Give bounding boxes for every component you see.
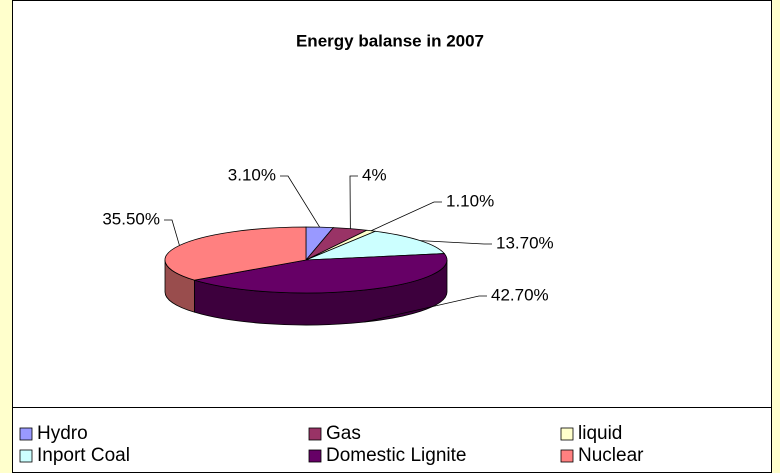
data-label: 35.50% [102, 209, 160, 228]
legend-swatch [308, 427, 322, 441]
slice [305, 230, 446, 261]
leader-line [349, 175, 358, 229]
leader-line [280, 175, 321, 228]
legend-swatch [19, 449, 33, 463]
legend-label: Domestic Lignite [326, 445, 466, 466]
leader-line [420, 240, 492, 245]
data-label: 1.10% [446, 191, 494, 210]
legend-swatch [308, 449, 322, 463]
legend-swatch [19, 427, 33, 441]
legend-label: Gas [326, 423, 361, 444]
legend-label: Inport Coal [37, 445, 130, 466]
data-label: 4% [362, 165, 387, 184]
plot-area [12, 0, 772, 408]
legend-label: Nuclear [578, 445, 644, 466]
legend-label: Hydro [37, 423, 88, 444]
leader-line [370, 201, 442, 232]
chart-title: Energy balanse in 2007 [296, 31, 484, 50]
legend-swatch [560, 427, 574, 441]
leader-line [164, 219, 180, 246]
data-label: 3.10% [228, 165, 276, 184]
slice [194, 253, 448, 294]
data-label: 13.70% [496, 233, 554, 252]
leader-line [364, 295, 487, 323]
legend-box [12, 407, 772, 473]
data-label: 42.70% [491, 285, 549, 304]
legend-swatch [560, 449, 574, 463]
legend-label: liquid [578, 423, 622, 444]
